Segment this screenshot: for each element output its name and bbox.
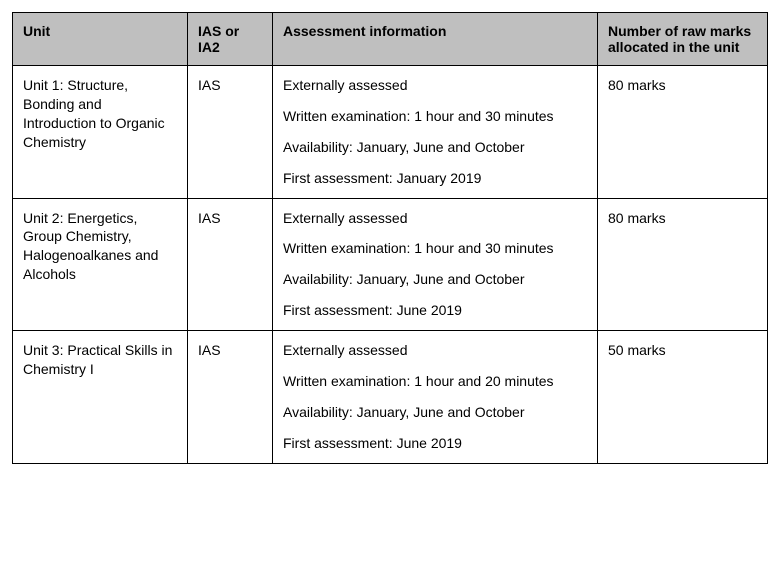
assessment-line: Externally assessed bbox=[283, 76, 587, 95]
ias-cell: IAS bbox=[198, 76, 262, 95]
marks-cell: 80 marks bbox=[608, 76, 757, 95]
table-row: Unit 1: Structure, Bonding and Introduct… bbox=[13, 66, 768, 199]
assessment-line: Availability: January, June and October bbox=[283, 270, 587, 289]
table-row: Unit 2: Energetics, Group Chemistry, Hal… bbox=[13, 198, 768, 331]
assessment-cell: Externally assessed Written examination:… bbox=[273, 66, 598, 199]
marks-cell: 80 marks bbox=[608, 209, 757, 228]
assessment-cell: Externally assessed Written examination:… bbox=[273, 198, 598, 331]
ias-cell: IAS bbox=[198, 209, 262, 228]
assessment-line: Externally assessed bbox=[283, 341, 587, 360]
ias-cell: IAS bbox=[198, 341, 262, 360]
assessment-line: First assessment: January 2019 bbox=[283, 169, 587, 188]
assessment-line: First assessment: June 2019 bbox=[283, 301, 587, 320]
assessment-table: Unit IAS or IA2 Assessment information N… bbox=[12, 12, 768, 464]
assessment-line: Availability: January, June and October bbox=[283, 403, 587, 422]
assessment-line: First assessment: June 2019 bbox=[283, 434, 587, 453]
header-assessment: Assessment information bbox=[273, 13, 598, 66]
assessment-line: Written examination: 1 hour and 20 minut… bbox=[283, 372, 587, 391]
header-marks: Number of raw marks allocated in the uni… bbox=[598, 13, 768, 66]
assessment-line: Externally assessed bbox=[283, 209, 587, 228]
assessment-line: Written examination: 1 hour and 30 minut… bbox=[283, 239, 587, 258]
unit-cell: Unit 1: Structure, Bonding and Introduct… bbox=[23, 76, 177, 152]
assessment-line: Availability: January, June and October bbox=[283, 138, 587, 157]
header-ias: IAS or IA2 bbox=[188, 13, 273, 66]
table-row: Unit 3: Practical Skills in Chemistry I … bbox=[13, 331, 768, 464]
header-unit: Unit bbox=[13, 13, 188, 66]
unit-cell: Unit 2: Energetics, Group Chemistry, Hal… bbox=[23, 209, 177, 285]
unit-cell: Unit 3: Practical Skills in Chemistry I bbox=[23, 341, 177, 379]
table-header-row: Unit IAS or IA2 Assessment information N… bbox=[13, 13, 768, 66]
assessment-cell: Externally assessed Written examination:… bbox=[273, 331, 598, 464]
marks-cell: 50 marks bbox=[608, 341, 757, 360]
assessment-line: Written examination: 1 hour and 30 minut… bbox=[283, 107, 587, 126]
